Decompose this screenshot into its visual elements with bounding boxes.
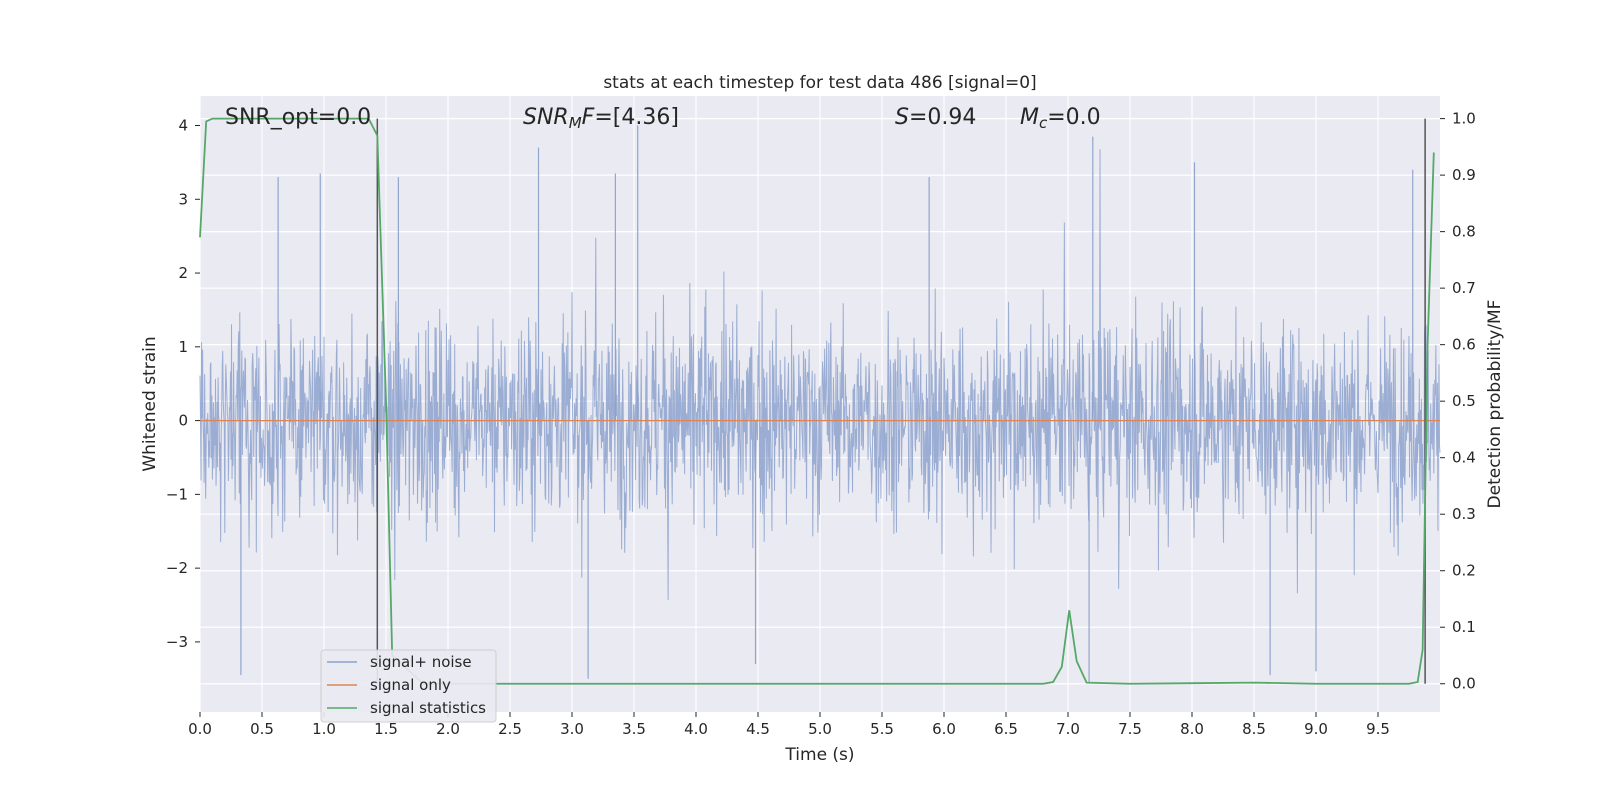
y-tick-label: 2 <box>178 264 188 282</box>
x-tick-label: 9.0 <box>1304 720 1328 738</box>
marker-lines <box>376 118 1426 684</box>
y-right-tick-label: 0.6 <box>1452 336 1476 354</box>
s-annotation: S=0.94 <box>895 105 976 130</box>
snr-opt-annotation: SNR_opt=0.0 <box>225 105 371 130</box>
x-tick-label: 2.0 <box>436 720 460 738</box>
y-right-axis-ticks: 1.0 0.9 0.8 0.7 0.6 0.5 0.4 0.3 0.2 0.1 0.0 <box>1440 110 1476 693</box>
y-tick-label: 0 <box>178 412 188 430</box>
snr-mf-annotation: SNRMF=[4.36] <box>523 105 679 132</box>
x-tick-label: 8.5 <box>1242 720 1266 738</box>
y-right-tick-label: 0.2 <box>1452 562 1476 580</box>
x-axis-label: Time (s) <box>784 745 854 765</box>
legend-label-statistics: signal statistics <box>370 699 486 717</box>
x-tick-label: 3.5 <box>622 720 646 738</box>
y-right-tick-label: 0.7 <box>1452 279 1476 297</box>
y-tick-label: 3 <box>178 190 188 208</box>
y-right-tick-label: 0.1 <box>1452 618 1476 636</box>
x-tick-label: 5.5 <box>870 720 894 738</box>
mc-annotation: Mc=0.0 <box>1020 105 1101 132</box>
x-tick-label: 4.0 <box>684 720 708 738</box>
x-tick-label: 5.0 <box>808 720 832 738</box>
x-tick-label: 8.0 <box>1180 720 1204 738</box>
y-right-axis-label: Detection probability/MF <box>1485 300 1505 509</box>
y-tick-label: −1 <box>166 485 188 503</box>
legend-label-signal-only: signal only <box>370 676 451 694</box>
y-tick-label: 1 <box>178 338 188 356</box>
y-right-tick-label: 0.0 <box>1452 675 1476 693</box>
x-tick-label: 6.0 <box>932 720 956 738</box>
x-tick-label: 6.5 <box>994 720 1018 738</box>
y-right-tick-label: 0.5 <box>1452 392 1476 410</box>
y-right-tick-label: 0.4 <box>1452 449 1476 467</box>
x-tick-label: 0.5 <box>250 720 274 738</box>
y-axis-ticks: 4 3 2 1 0 −1 −2 −3 <box>166 117 200 651</box>
x-tick-label: 4.5 <box>746 720 770 738</box>
x-tick-label: 3.0 <box>560 720 584 738</box>
signal-noise-series <box>199 125 1441 683</box>
x-tick-label: 7.0 <box>1056 720 1080 738</box>
x-tick-label: 1.5 <box>374 720 398 738</box>
x-tick-label: 1.0 <box>312 720 336 738</box>
y-tick-label: −2 <box>166 559 188 577</box>
legend: signal+ noise signal only signal statist… <box>320 649 497 723</box>
chart-title: stats at each timestep for test data 486… <box>603 73 1036 93</box>
legend-label-noise: signal+ noise <box>370 653 472 671</box>
y-right-tick-label: 1.0 <box>1452 110 1476 128</box>
noise-line <box>199 149 1441 600</box>
x-tick-label: 9.5 <box>1366 720 1390 738</box>
y-right-tick-label: 0.3 <box>1452 505 1476 523</box>
x-tick-label: 0.0 <box>188 720 212 738</box>
y-axis-label: Whitened strain <box>140 336 160 471</box>
x-axis-ticks: 0.0 0.5 1.0 1.5 2.0 2.5 3.0 3.5 4.0 4.5 5.0 5.5 6.0 6… <box>188 712 1390 738</box>
y-right-tick-label: 0.9 <box>1452 166 1476 184</box>
y-right-tick-label: 0.8 <box>1452 223 1476 241</box>
x-tick-label: 7.5 <box>1118 720 1142 738</box>
y-tick-label: 4 <box>178 117 188 135</box>
y-tick-label: −3 <box>166 633 188 651</box>
x-tick-label: 2.5 <box>498 720 522 738</box>
